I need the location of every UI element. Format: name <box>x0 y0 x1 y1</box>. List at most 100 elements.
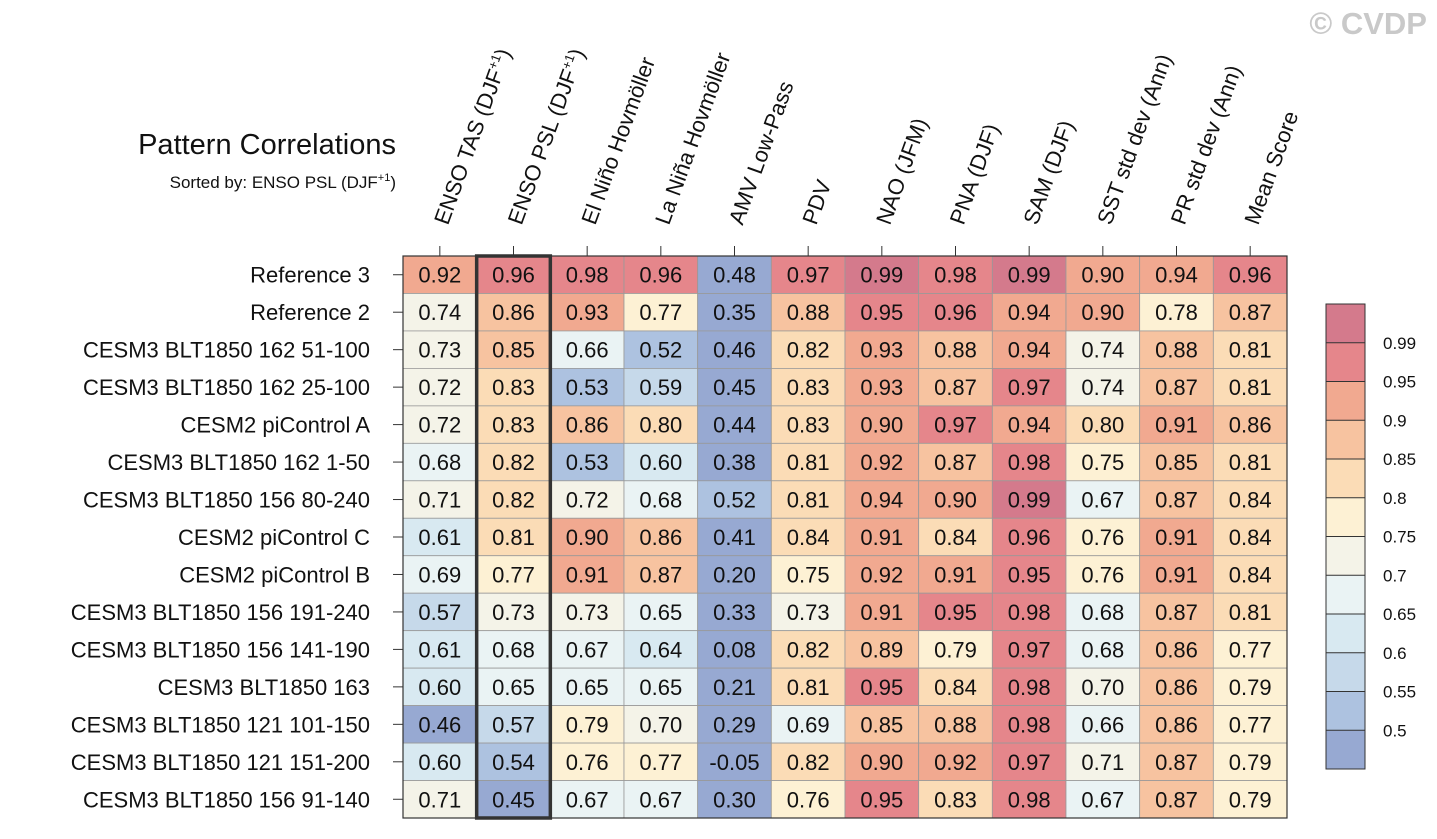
heatmap-cell <box>1139 592 1214 632</box>
heatmap-cell <box>1212 442 1288 482</box>
cell-value: 0.98 <box>566 263 609 288</box>
row-label: CESM3 BLT1850 162 51-100 <box>83 338 370 363</box>
cell-value: 0.82 <box>787 338 830 363</box>
cell-value: 0.29 <box>713 712 756 737</box>
cell-value: 0.68 <box>418 450 461 475</box>
colorbar-label: 0.95 <box>1383 373 1416 392</box>
heatmap-cell <box>770 405 846 444</box>
cell-value: 0.91 <box>1155 562 1198 587</box>
heatmap-cell <box>402 330 478 369</box>
cell-value: 0.30 <box>713 787 756 812</box>
column-label-pdv: PDV <box>797 176 836 227</box>
cell-value: 0.77 <box>1229 712 1272 737</box>
cell-value: 0.45 <box>492 787 535 812</box>
cell-value: 0.87 <box>639 562 682 587</box>
cell-value: 0.74 <box>1081 338 1124 363</box>
cell-value: 0.98 <box>1008 787 1051 812</box>
heatmap-cell <box>1212 630 1288 669</box>
cell-value: 0.78 <box>1155 300 1198 325</box>
row-label: CESM2 piControl C <box>178 525 370 550</box>
cell-value: 0.72 <box>418 413 461 438</box>
cell-value: 0.61 <box>418 525 461 550</box>
heatmap-cell <box>844 405 920 444</box>
heatmap-cell <box>918 705 993 744</box>
chart-title: Pattern Correlations <box>138 129 396 161</box>
cell-value: 0.71 <box>418 787 461 812</box>
heatmap-cell <box>1212 705 1288 744</box>
row-label: CESM3 BLT1850 163 <box>158 675 370 700</box>
cell-value: 0.84 <box>1229 488 1272 513</box>
heatmap-cell <box>476 555 551 594</box>
cell-value: 0.76 <box>566 750 609 775</box>
cell-value: 0.65 <box>639 675 682 700</box>
cell-value: 0.80 <box>1081 413 1124 438</box>
cell-value: 0.65 <box>639 600 682 625</box>
cell-value: 0.84 <box>1229 562 1272 587</box>
cell-value: 0.79 <box>566 712 609 737</box>
heatmap-cell <box>844 667 920 707</box>
colorbar-swatch <box>1326 342 1365 382</box>
heatmap-cell <box>1065 705 1141 744</box>
cell-value: 0.93 <box>566 300 609 325</box>
heatmap-cell <box>623 780 699 819</box>
heatmap-cell <box>1212 517 1288 557</box>
cell-value: 0.20 <box>713 562 756 587</box>
heatmap-cell <box>844 592 920 632</box>
cell-value: 0.95 <box>1008 562 1051 587</box>
cell-value: 0.69 <box>418 562 461 587</box>
colorbar-label: 0.9 <box>1383 411 1407 430</box>
cell-value: 0.77 <box>639 750 682 775</box>
cell-value: 0.98 <box>1008 712 1051 737</box>
heatmap-cell <box>918 780 993 819</box>
cell-value: 0.73 <box>492 600 535 625</box>
heatmap-cell <box>402 367 478 407</box>
cell-value: 0.92 <box>934 750 977 775</box>
cell-value: 0.86 <box>566 413 609 438</box>
cell-value: 0.52 <box>713 488 756 513</box>
subtitle-superscript: +1 <box>378 172 391 184</box>
cell-value: 0.82 <box>787 750 830 775</box>
cell-value: 0.95 <box>860 300 903 325</box>
cell-value: 0.88 <box>934 712 977 737</box>
heatmap-cell <box>1139 367 1214 407</box>
heatmap-cell <box>991 555 1067 594</box>
cell-value: 0.91 <box>566 562 609 587</box>
heatmap-cell <box>1065 293 1141 332</box>
heatmap-cell <box>402 480 478 519</box>
heatmap-cell <box>549 705 625 744</box>
heatmap-cell <box>1065 255 1141 294</box>
heatmap-cell <box>1212 742 1288 781</box>
cell-value: 0.91 <box>1155 525 1198 550</box>
column-label-pr-std-dev-ann: PR std dev (Ann) <box>1166 62 1247 228</box>
cell-value: 0.84 <box>787 525 830 550</box>
heatmap-cell <box>1212 555 1288 594</box>
heatmap-cell <box>844 367 920 407</box>
cell-value: 0.59 <box>639 375 682 400</box>
column-label-amv-low-pass: AMV Low-Pass <box>724 78 799 228</box>
heatmap-cell <box>402 517 478 557</box>
heatmap-cell <box>1065 442 1141 482</box>
cell-value: 0.87 <box>1155 787 1198 812</box>
cell-value: -0.05 <box>709 750 759 775</box>
colorbar-swatch <box>1326 730 1365 769</box>
cell-value: 0.84 <box>1229 525 1272 550</box>
heatmap-cell <box>549 405 625 444</box>
heatmap-cell <box>918 293 993 332</box>
colorbar: 0.5 0.55 0.6 0.65 0.7 0.75 0.8 0.85 0.9 0.95 0.99 <box>1325 303 1416 770</box>
cell-value: 0.81 <box>1229 338 1272 363</box>
heatmap-cell <box>697 293 772 332</box>
cell-value: 0.33 <box>713 600 756 625</box>
heatmap-cell <box>623 592 699 632</box>
cell-value: 0.84 <box>934 525 977 550</box>
cell-value: 0.60 <box>418 675 461 700</box>
cell-value: 0.73 <box>566 600 609 625</box>
colorbar-swatch <box>1326 420 1365 459</box>
cell-value: 0.98 <box>1008 600 1051 625</box>
cell-value: 0.90 <box>566 525 609 550</box>
cell-value: 0.97 <box>787 263 830 288</box>
heatmap-cell <box>918 630 993 669</box>
heatmap-cell <box>770 630 846 669</box>
cell-value: 0.60 <box>418 750 461 775</box>
cell-value: 0.70 <box>1081 675 1124 700</box>
